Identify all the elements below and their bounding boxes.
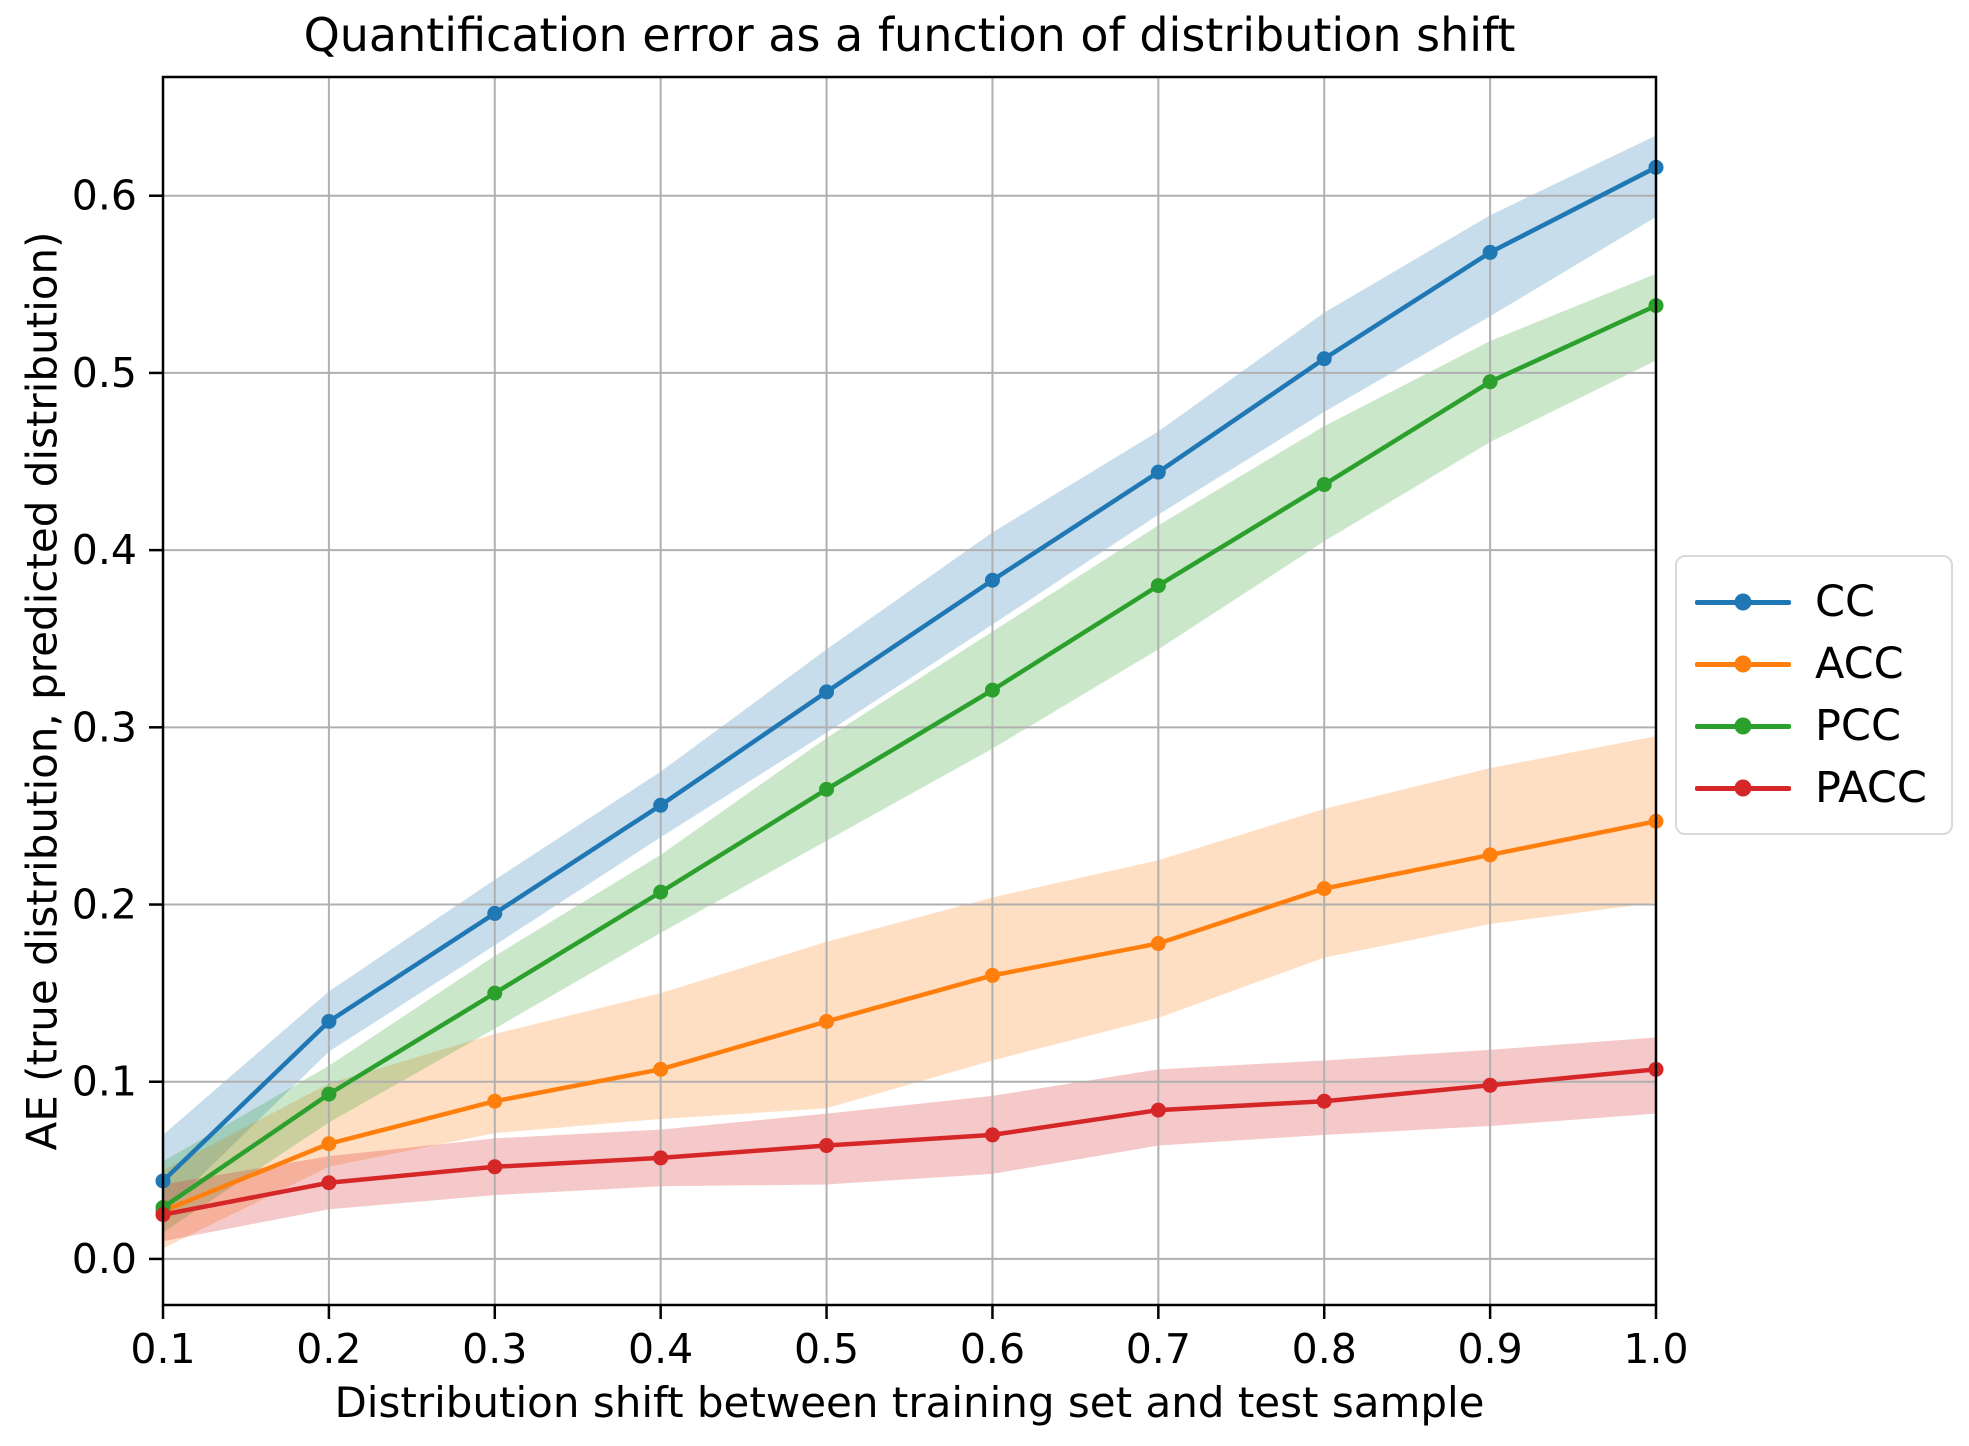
data-point-pacc	[487, 1159, 503, 1175]
x-tick-label: 0.5	[794, 1325, 859, 1373]
pcc-marker-icon	[1734, 717, 1752, 735]
x-tick-label: 0.3	[462, 1325, 527, 1373]
data-point-pacc	[653, 1150, 669, 1166]
legend: CC ACC PCC PACC	[1675, 555, 1953, 835]
acc-marker-icon	[1734, 655, 1752, 673]
data-point-cc	[1482, 244, 1498, 260]
series-line-pacc	[160, 1067, 1659, 1217]
data-point-pcc	[1482, 374, 1498, 390]
pacc-line-sample	[1695, 779, 1791, 797]
data-point-acc	[653, 1061, 669, 1077]
data-point-pacc	[1316, 1093, 1332, 1109]
y-tick-label: 0.5	[72, 349, 137, 397]
data-point-cc	[321, 1013, 337, 1029]
pcc-line-sample	[1695, 717, 1791, 735]
data-point-pcc	[653, 884, 669, 900]
legend-entry-acc: ACC	[1695, 638, 1933, 689]
data-point-cc	[819, 684, 835, 700]
x-tick-label: 0.9	[1458, 1325, 1523, 1373]
x-tick-label: 0.1	[130, 1325, 195, 1373]
legend-entry-cc: CC	[1695, 576, 1933, 627]
acc-line-sample	[1695, 655, 1791, 673]
x-tick-label: 1.0	[1623, 1325, 1688, 1373]
data-point-acc	[1150, 936, 1166, 952]
data-point-pcc	[1316, 477, 1332, 493]
pacc-marker-icon	[1734, 779, 1752, 797]
data-point-pcc	[984, 682, 1000, 698]
data-point-acc	[1482, 847, 1498, 863]
data-point-cc	[487, 905, 503, 921]
cc-line-sample	[1695, 593, 1791, 611]
legend-entry-pacc: PACC	[1695, 762, 1933, 813]
data-point-cc	[984, 572, 1000, 588]
x-axis-label: Distribution shift between training set …	[334, 1378, 1485, 1427]
y-tick-label: 0.4	[72, 526, 137, 574]
confidence-band-acc	[163, 736, 1656, 1249]
data-point-acc	[1316, 881, 1332, 897]
data-point-cc	[1150, 464, 1166, 480]
series-line-cc	[160, 165, 1659, 1184]
x-tick-label: 0.6	[960, 1325, 1025, 1373]
series-line-pcc	[160, 303, 1659, 1210]
data-point-pcc	[819, 781, 835, 797]
y-tick-label: 0.3	[72, 703, 137, 751]
y-tick-label: 0.2	[72, 881, 137, 929]
data-point-acc	[819, 1013, 835, 1029]
legend-entry-pcc: PCC	[1695, 700, 1933, 751]
legend-label-pacc: PACC	[1815, 762, 1927, 813]
legend-label-acc: ACC	[1815, 638, 1904, 689]
data-point-acc	[984, 967, 1000, 983]
x-tick-label: 0.7	[1126, 1325, 1191, 1373]
data-point-pacc	[1482, 1077, 1498, 1093]
cc-marker-icon	[1734, 593, 1752, 611]
data-point-cc	[1316, 351, 1332, 367]
data-point-pcc	[1150, 578, 1166, 594]
data-point-pacc	[984, 1127, 1000, 1143]
y-tick-label: 0.1	[72, 1058, 137, 1106]
x-tick-label: 0.2	[296, 1325, 361, 1373]
data-point-pcc	[321, 1086, 337, 1102]
data-point-cc	[653, 797, 669, 813]
confidence-band-pcc	[163, 273, 1656, 1233]
data-point-pacc	[1150, 1102, 1166, 1118]
x-tick-label: 0.4	[628, 1325, 693, 1373]
x-tick-label: 0.8	[1292, 1325, 1357, 1373]
data-point-pcc	[487, 985, 503, 1001]
axes-spines	[161, 75, 1658, 1307]
data-point-pacc	[819, 1138, 835, 1154]
chart-title: Quantification error as a function of di…	[303, 8, 1516, 62]
y-tick-label: 0.0	[72, 1235, 137, 1283]
data-point-pacc	[321, 1175, 337, 1191]
y-tick-label: 0.6	[72, 172, 137, 220]
legend-label-pcc: PCC	[1815, 700, 1901, 751]
confidence-band-cc	[163, 135, 1656, 1213]
series-line-acc	[160, 818, 1659, 1214]
data-point-acc	[321, 1136, 337, 1152]
data-point-acc	[487, 1093, 503, 1109]
legend-label-cc: CC	[1815, 576, 1876, 627]
